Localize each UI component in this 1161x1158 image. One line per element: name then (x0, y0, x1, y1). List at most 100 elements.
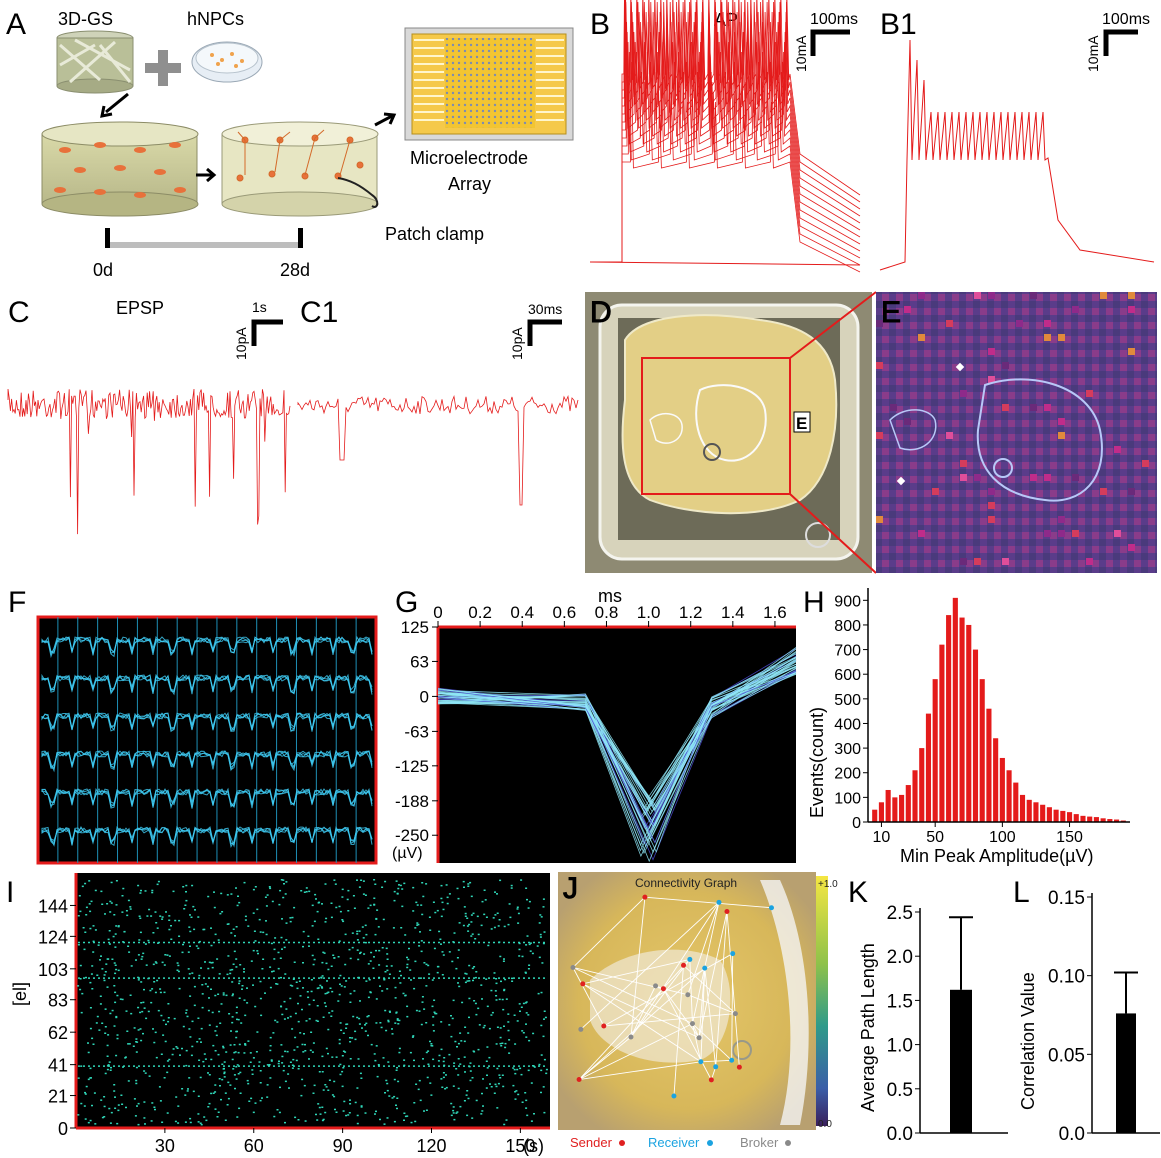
histogram-bar (946, 615, 952, 822)
y-unit-label: (µV) (392, 845, 423, 862)
histogram-bar (1073, 814, 1079, 822)
graph-edge (692, 1023, 700, 1038)
waveform-row (41, 673, 373, 695)
histogram-bar (1060, 810, 1066, 822)
baseline-trace (589, 261, 861, 266)
graph-node (708, 1077, 714, 1083)
graph-node (713, 1064, 719, 1070)
x-tick-label: 1.2 (679, 603, 703, 622)
histogram-bar (1019, 794, 1026, 822)
colorbar (816, 876, 828, 1126)
y-axis-label: Events(count) (807, 707, 827, 818)
zoom-region (641, 357, 791, 495)
histogram-bar (972, 649, 979, 822)
scaffold-label: 3D-GS (58, 9, 113, 29)
histogram-bar (1087, 816, 1093, 822)
x-tick-label: 0.2 (468, 603, 492, 622)
histogram-bar (959, 617, 965, 822)
y-tick-label: 300 (834, 741, 861, 758)
waveform-row (41, 711, 373, 732)
y-tick-label: 62 (48, 1023, 68, 1043)
y-tick-label: 63 (410, 652, 429, 671)
panel-label-c1: C1 (300, 296, 338, 329)
y-tick-label: 0.0 (1059, 1124, 1085, 1145)
x-axis-label: ms (598, 586, 622, 606)
y-tick-label: 0 (852, 815, 861, 832)
panel-label-d: D (590, 296, 612, 329)
panel-label-a: A (6, 8, 26, 41)
histogram-bar (993, 738, 999, 822)
graph-edge (580, 901, 720, 1030)
graph-edge (700, 1059, 732, 1063)
histogram-bar (1100, 818, 1106, 822)
scale-amp-label: 10mA (1085, 35, 1101, 72)
graph-edge (687, 902, 720, 995)
graph-node (642, 894, 648, 900)
histogram-bar (1107, 819, 1113, 822)
connectivity-graph (570, 894, 774, 1099)
waveform-row (41, 787, 373, 809)
graph-edge (698, 911, 728, 1038)
scale-amp-label: 10mA (793, 35, 809, 72)
x-tick-label: 150 (1056, 829, 1083, 846)
histogram-bar (1066, 812, 1073, 822)
histogram-bar (966, 624, 972, 822)
histogram-bar (872, 809, 878, 822)
graph-edge (582, 983, 702, 1063)
neuron-culture-icon (221, 121, 379, 217)
x-tick-label: 0 (433, 603, 442, 622)
waveform-row (41, 749, 373, 773)
histogram-bar (986, 708, 992, 822)
graph-edge (644, 896, 772, 909)
histogram-bar (1026, 799, 1032, 822)
x-tick-label: 0.6 (553, 603, 577, 622)
y-tick-label: 144 (38, 896, 68, 916)
ap-trace (590, 0, 861, 263)
panel-j: +1.0 0.0 Connectivity Graph J Sender Rec… (558, 872, 838, 1150)
arrow-icon (105, 92, 129, 114)
y-tick-label: 0 (420, 687, 429, 706)
histogram-bar (885, 789, 891, 822)
graph-node (698, 1059, 704, 1065)
mea-label-line1: Microelectrode (410, 148, 528, 168)
cells-label: hNPCs (187, 9, 244, 29)
graph-node (601, 1023, 607, 1029)
graph-edge (630, 902, 720, 1038)
colorbar-min: 0.0 (818, 1119, 832, 1130)
graph-edge (572, 896, 646, 968)
graph-node (716, 899, 722, 905)
graph-edge (698, 968, 706, 1038)
x-tick-label: 30 (155, 1136, 175, 1156)
legend-receiver: Receiver (648, 1135, 700, 1150)
graph-edge (630, 897, 646, 1038)
x-tick-label: 60 (244, 1136, 264, 1156)
y-tick-label: -188 (395, 792, 429, 811)
histogram-bar (979, 679, 985, 822)
graph-node (681, 962, 687, 968)
x-tick-label: 100 (989, 829, 1016, 846)
epsp-signal (7, 388, 291, 535)
graph-node (570, 964, 576, 970)
histogram-bar (892, 797, 898, 822)
x-tick-label: 0.4 (510, 603, 534, 622)
scale-bar (251, 319, 283, 346)
y-tick-label: 0.0 (887, 1124, 913, 1145)
waveform-row (41, 636, 373, 657)
scale-bar (527, 319, 562, 346)
histogram-bar (905, 785, 911, 822)
x-tick-label: 120 (416, 1136, 446, 1156)
y-axis-label: Correlation Value (1018, 972, 1038, 1110)
ap-trace (590, 11, 861, 263)
y-tick-label: 500 (834, 692, 861, 709)
x-axis-label: Min Peak Amplitude(µV) (900, 846, 1093, 866)
graph-edge (578, 1036, 632, 1080)
graph-edge (715, 911, 728, 1067)
graph-node (653, 983, 659, 989)
bar (950, 989, 972, 1133)
x-tick-label: 1.0 (637, 603, 661, 622)
ap-trace (590, 0, 861, 263)
y-tick-label: 2.5 (887, 903, 913, 924)
x-tick-label: 1.6 (763, 603, 787, 622)
y-tick-label: 900 (834, 593, 861, 610)
panel-k: K Average Path Length 0.0 0.5 1.0 1.5 2.0 2.5 (848, 876, 1008, 1145)
